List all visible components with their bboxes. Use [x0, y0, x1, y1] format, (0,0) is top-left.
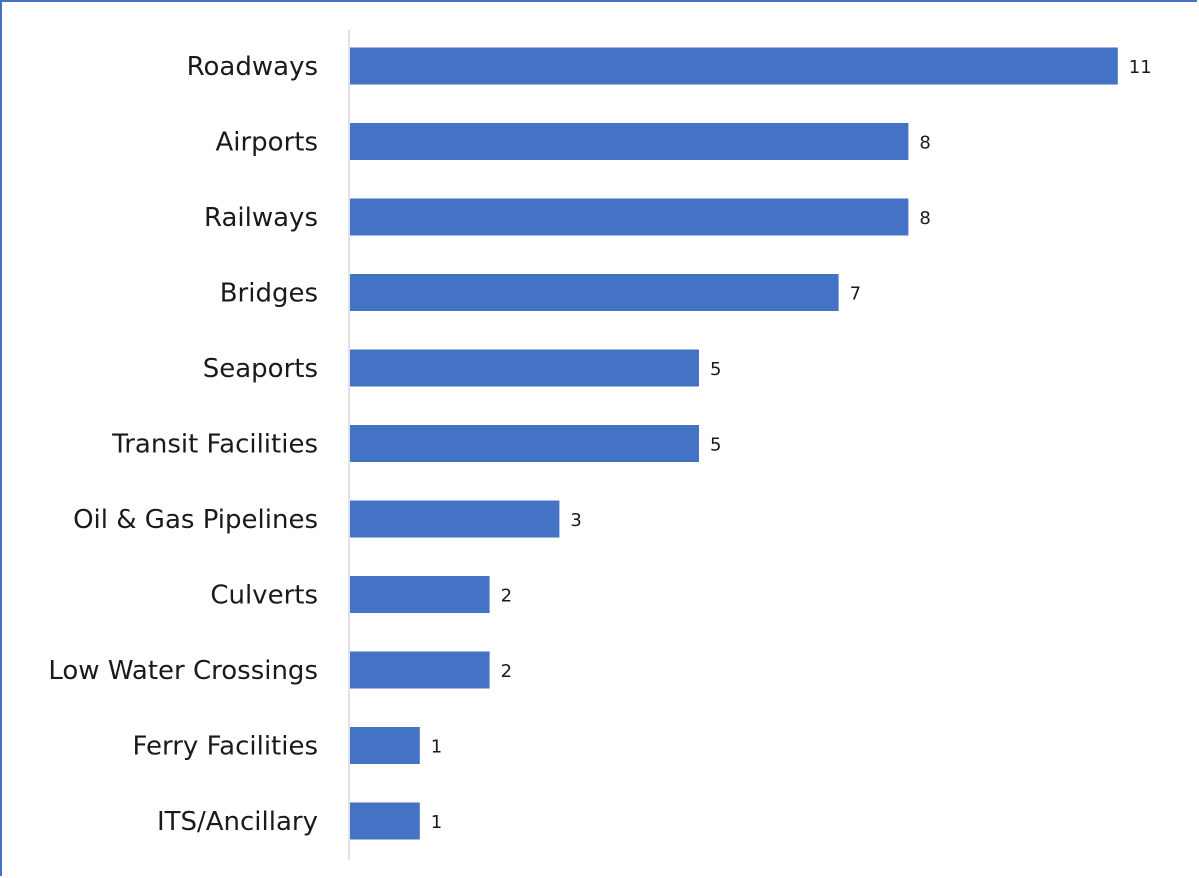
bar-roadways [350, 47, 1118, 85]
category-label-oil-gas-pipelines: Oil & Gas Pipelines [73, 505, 318, 535]
value-label-its-ancillary: 1 [431, 812, 442, 833]
bar-its-ancillary [350, 802, 420, 840]
bar-airports [350, 123, 909, 160]
category-label-transit-facilities: Transit Facilities [111, 430, 318, 460]
value-label-roadways: 11 [1129, 57, 1152, 78]
value-label-railways: 8 [919, 208, 930, 229]
bar-seaports [350, 349, 699, 387]
value-label-seaports: 5 [710, 359, 721, 380]
category-label-bridges: Bridges [220, 279, 318, 309]
bar-ferry-facilities [350, 727, 420, 764]
value-label-transit-facilities: 5 [710, 435, 721, 456]
bars [350, 47, 1118, 840]
value-label-culverts: 2 [501, 586, 512, 607]
value-label-ferry-facilities: 1 [431, 737, 442, 758]
bar-oil-gas-pipelines [350, 500, 560, 538]
bar-transit-facilities [350, 425, 699, 462]
value-label-airports: 8 [919, 133, 930, 154]
value-label-low-water-crossings: 2 [501, 661, 512, 682]
bar-low-water-crossings [350, 651, 490, 689]
category-label-culverts: Culverts [210, 581, 318, 611]
bar-bridges [350, 274, 839, 311]
category-label-roadways: Roadways [187, 52, 318, 82]
category-labels: Roadways Airports Railways Bridges Seaports T… [48, 52, 318, 837]
value-label-bridges: 7 [850, 284, 861, 305]
category-label-its-ancillary: ITS/Ancillary [157, 807, 318, 837]
category-label-ferry-facilities: Ferry Facilities [132, 732, 318, 762]
category-label-airports: Airports [215, 128, 318, 158]
bar-culverts [350, 576, 490, 613]
category-label-low-water-crossings: Low Water Crossings [48, 656, 318, 686]
bar-railways [350, 198, 909, 236]
category-label-railways: Railways [204, 203, 318, 233]
value-label-oil-gas-pipelines: 3 [570, 510, 581, 531]
category-label-seaports: Seaports [203, 354, 318, 384]
